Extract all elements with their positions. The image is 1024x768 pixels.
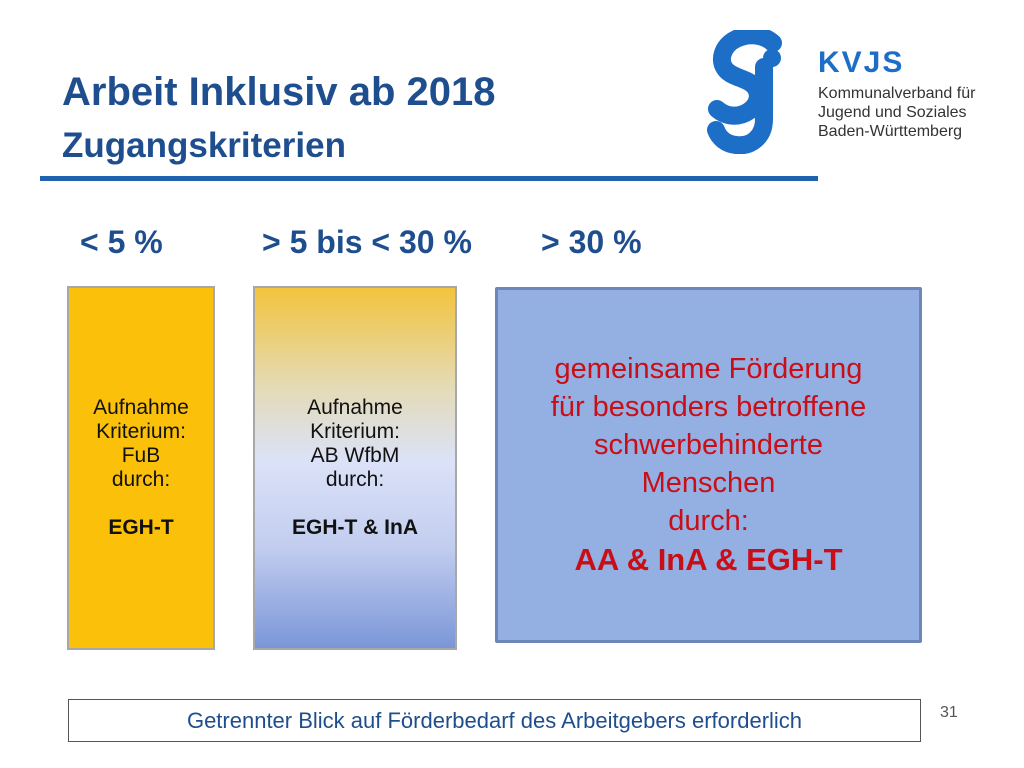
kvjs-logo: KVJS Kommunalverband für Jugend und Sozi… (702, 22, 1002, 162)
criteria-box-line: durch: (325, 468, 385, 491)
logo-line-3: Baden-Württemberg (818, 123, 963, 140)
criteria-box-joint-support: gemeinsame Förderung für besonders betro… (495, 287, 922, 643)
criteria-box-line: schwerbehinderte (594, 429, 823, 461)
criteria-box-line: Aufnahme (307, 396, 403, 419)
criteria-box-line: Kriterium: (310, 420, 400, 443)
criteria-box-line: gemeinsame Förderung (554, 353, 863, 385)
criteria-box-emphasis: AA & InA & EGH-T (574, 542, 843, 577)
title-divider (40, 176, 818, 181)
criteria-box-line: AB WfbM (310, 444, 400, 467)
criteria-box-line: Kriterium: (96, 420, 186, 443)
criteria-box-line: durch: (668, 505, 749, 537)
footer-note-box: Getrennter Blick auf Förderbedarf des Ar… (68, 699, 921, 742)
slide-title: Arbeit Inklusiv ab 2018 (62, 70, 496, 114)
criteria-box-line: durch: (111, 468, 171, 491)
criteria-box-wfbm: Aufnahme Kriterium: AB WfbM durch: EGH-T… (253, 286, 457, 650)
slide-subtitle: Zugangskriterien (62, 126, 346, 165)
footer-note: Getrennter Blick auf Förderbedarf des Ar… (186, 707, 803, 733)
logo-line-2: Jugend und Soziales (818, 104, 967, 121)
page-number: 31 (940, 704, 958, 721)
criteria-box-line: für besonders betroffene (550, 391, 867, 423)
logo-name: KVJS (818, 46, 905, 79)
range-under-5: < 5 % (80, 224, 163, 260)
criteria-box-line: FuB (121, 444, 161, 467)
criteria-box-emphasis: EGH-T & InA (292, 516, 418, 539)
range-over-30: > 30 % (541, 224, 642, 260)
logo-line-1: Kommunalverband für (818, 85, 976, 102)
logo-text: Kommunalverband für Jugend und Soziales … (818, 84, 975, 141)
criteria-box-emphasis: EGH-T (108, 516, 174, 539)
criteria-box-line: Aufnahme (93, 396, 189, 419)
kvjs-logo-icon (707, 30, 782, 154)
range-5-to-30: > 5 bis < 30 % (262, 224, 472, 260)
criteria-box-fub: Aufnahme Kriterium: FuB durch: EGH-T (67, 286, 215, 650)
criteria-box-line: Menschen (641, 467, 776, 499)
